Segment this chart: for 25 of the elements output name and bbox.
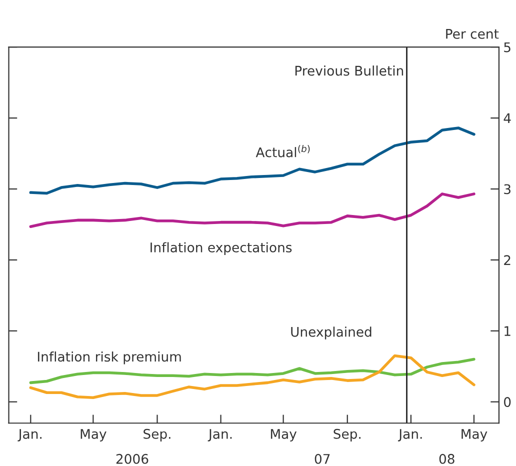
line-series	[29, 192, 476, 228]
x-tick-label: Jan.	[208, 429, 232, 442]
y-tick-label: 2	[504, 255, 510, 265]
x-tick-label: Jan.	[398, 429, 422, 442]
series-label: Actual$^{(b)}$	[256, 145, 310, 158]
ref-line-label: Previous Bulletin	[295, 66, 404, 76]
series-label: Inflation expectations	[150, 242, 292, 255]
line-series	[29, 126, 476, 195]
x-tick-label: Sep.	[144, 428, 170, 442]
y-tick-label: 5	[504, 42, 510, 52]
x-tick-label: Jan.	[18, 429, 42, 442]
y-tick-label: 3	[504, 184, 510, 194]
x2-tick-label: 07	[314, 454, 330, 464]
x-tick-label: May	[270, 429, 297, 442]
x2-tick-label: 2006	[116, 454, 148, 464]
y-tick-label: 1	[504, 326, 510, 336]
x2-tick-label: 08	[439, 454, 454, 464]
x-tick-label: May	[80, 429, 106, 442]
series-label: Inflation risk premium	[38, 351, 181, 364]
text: Unexplained	[291, 326, 372, 340]
y-axis-title: Per cent	[446, 29, 499, 39]
x-tick-label: May	[462, 429, 488, 442]
y-tick-label: 0	[504, 397, 511, 408]
y-tick-label: 4	[504, 113, 511, 124]
x-tick-label: Sep.	[334, 428, 360, 442]
